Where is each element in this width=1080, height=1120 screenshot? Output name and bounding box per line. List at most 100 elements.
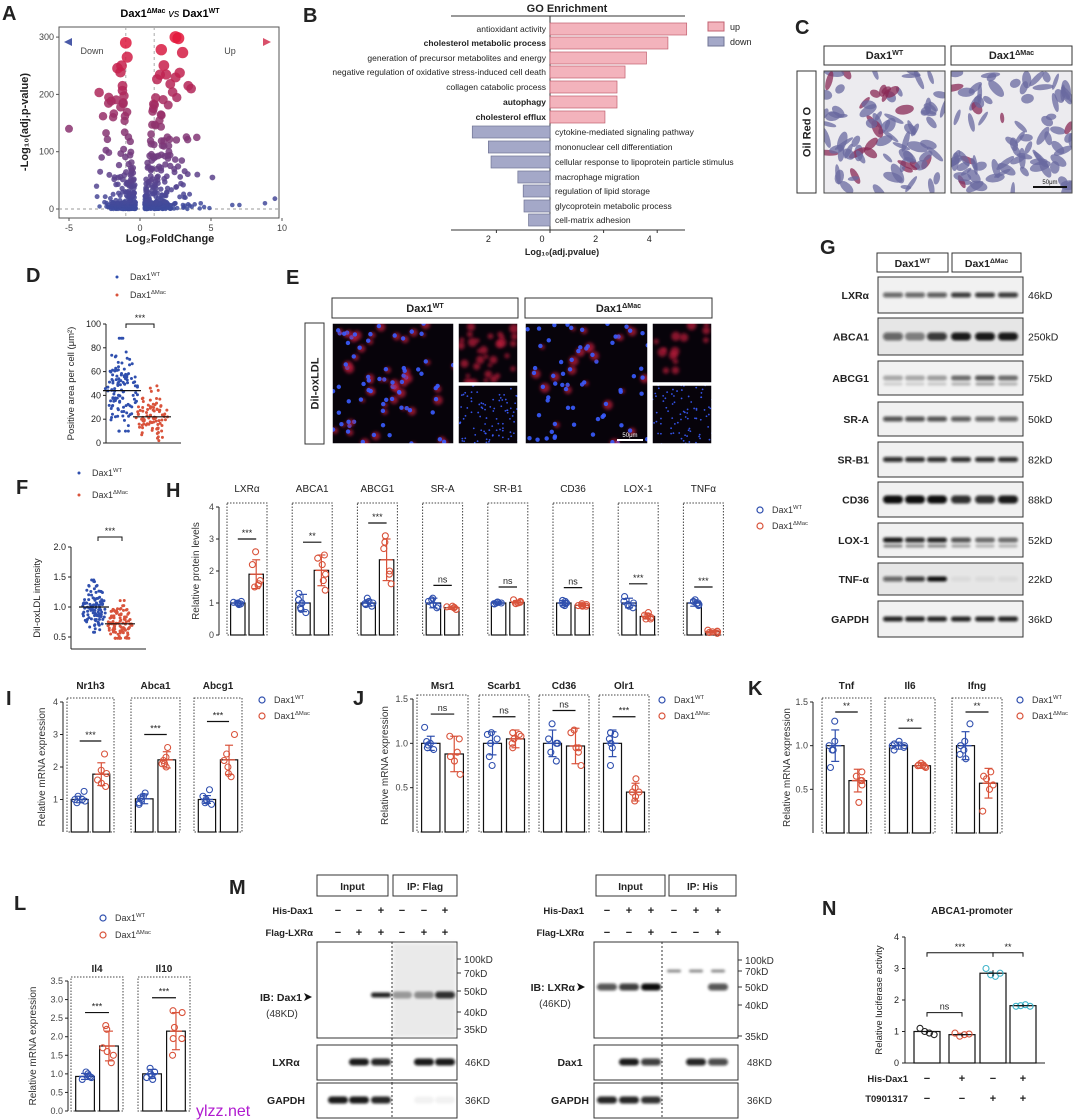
data-point (858, 768, 866, 776)
data-point (989, 781, 997, 789)
blot-row: ABCG1 75kD (832, 360, 1053, 396)
protein-label: ABCA1 (833, 332, 869, 344)
nucleus (700, 392, 703, 394)
data-point (119, 379, 123, 383)
data-point (122, 599, 126, 603)
data-point (97, 612, 101, 616)
nucleus (332, 389, 336, 394)
data-point (118, 616, 122, 620)
nucleus (515, 394, 518, 397)
micrograph-border (651, 322, 713, 384)
nucleus (462, 417, 465, 420)
secondary-band (883, 544, 903, 548)
nucleus (672, 388, 674, 391)
panel-label: D (26, 265, 40, 287)
y-tick-label: 200 (39, 89, 54, 99)
category-title: CD36 (560, 484, 586, 495)
data-point (128, 363, 132, 367)
data-point (112, 392, 116, 396)
data-point (120, 361, 124, 365)
nucleus (682, 439, 685, 442)
data-point (295, 589, 303, 597)
data-point (135, 384, 139, 388)
secondary-band (905, 544, 925, 548)
volcano-point (117, 80, 128, 91)
data-point (89, 590, 93, 594)
data-point (116, 368, 120, 372)
cell (907, 120, 916, 136)
nucleus (700, 396, 703, 399)
data-point (149, 420, 153, 424)
data-point (158, 421, 162, 425)
nucleus (594, 359, 599, 364)
cell (1009, 137, 1018, 152)
nucleus (498, 393, 501, 396)
nucleus (339, 421, 344, 427)
category-group: Il4 *** (70, 964, 124, 1112)
down-label: Down (80, 46, 103, 56)
lipid-signal (468, 378, 479, 383)
nucleus (351, 354, 356, 359)
nucleus (506, 411, 509, 414)
nucleus (390, 380, 395, 385)
cells (653, 323, 711, 375)
column-header-label: Dax1ΔMac (989, 49, 1034, 62)
micrograph-background (652, 385, 712, 444)
nucleus (510, 387, 512, 390)
volcano-point (173, 200, 178, 206)
nucleus (659, 422, 662, 425)
condition-sign: − (924, 1093, 930, 1105)
nucleus (501, 422, 504, 425)
go-bar (549, 95, 618, 109)
nucleus (361, 381, 366, 387)
data-point (136, 794, 144, 802)
nucleus (464, 437, 467, 440)
data-point (141, 406, 145, 410)
comparison-bracket (926, 1012, 963, 1017)
data-point (117, 429, 121, 433)
cells (951, 71, 1072, 193)
group-base: Dax1 (406, 303, 432, 315)
y-tick-label: 3 (894, 964, 899, 974)
nucleus (503, 393, 506, 396)
micrograph (651, 384, 713, 445)
lipid-signal (662, 367, 670, 374)
band (905, 416, 925, 422)
group-superscript: WT (892, 49, 904, 57)
protein-label: CD36 (842, 495, 869, 507)
group-header-box (876, 252, 949, 273)
category-group: LOX-1 *** (617, 484, 659, 636)
go-term-label: cytokine-mediated signaling pathway (555, 127, 695, 137)
y-axis-label: -Log₁₀(adj.p-value) (19, 73, 31, 171)
volcano-point (94, 87, 104, 98)
micrograph (457, 322, 519, 384)
significance-label: ns (503, 576, 513, 586)
ko-bar (157, 759, 177, 833)
band (641, 1058, 661, 1066)
data-point (92, 587, 96, 591)
band (414, 991, 434, 999)
secondary-band (883, 382, 903, 386)
data-point (102, 615, 106, 619)
data-point (134, 391, 138, 395)
micrograph-border (331, 322, 455, 445)
data-point (132, 397, 136, 401)
nucleus (708, 438, 711, 441)
volcano-point (178, 157, 186, 164)
category-group: SR-B1 ns (487, 484, 529, 636)
data-point (456, 770, 464, 778)
data-point (95, 597, 99, 601)
nucleus (576, 348, 581, 354)
band (435, 991, 455, 999)
band (998, 616, 1018, 622)
nucleus (551, 373, 556, 379)
nucleus (360, 439, 366, 444)
data-point (153, 403, 157, 407)
data-point (81, 601, 85, 605)
volcano-point (209, 174, 216, 181)
nucleus (470, 400, 473, 403)
data-point (380, 545, 388, 553)
cell (871, 71, 879, 80)
data-point (140, 433, 144, 437)
category-box (552, 502, 594, 636)
